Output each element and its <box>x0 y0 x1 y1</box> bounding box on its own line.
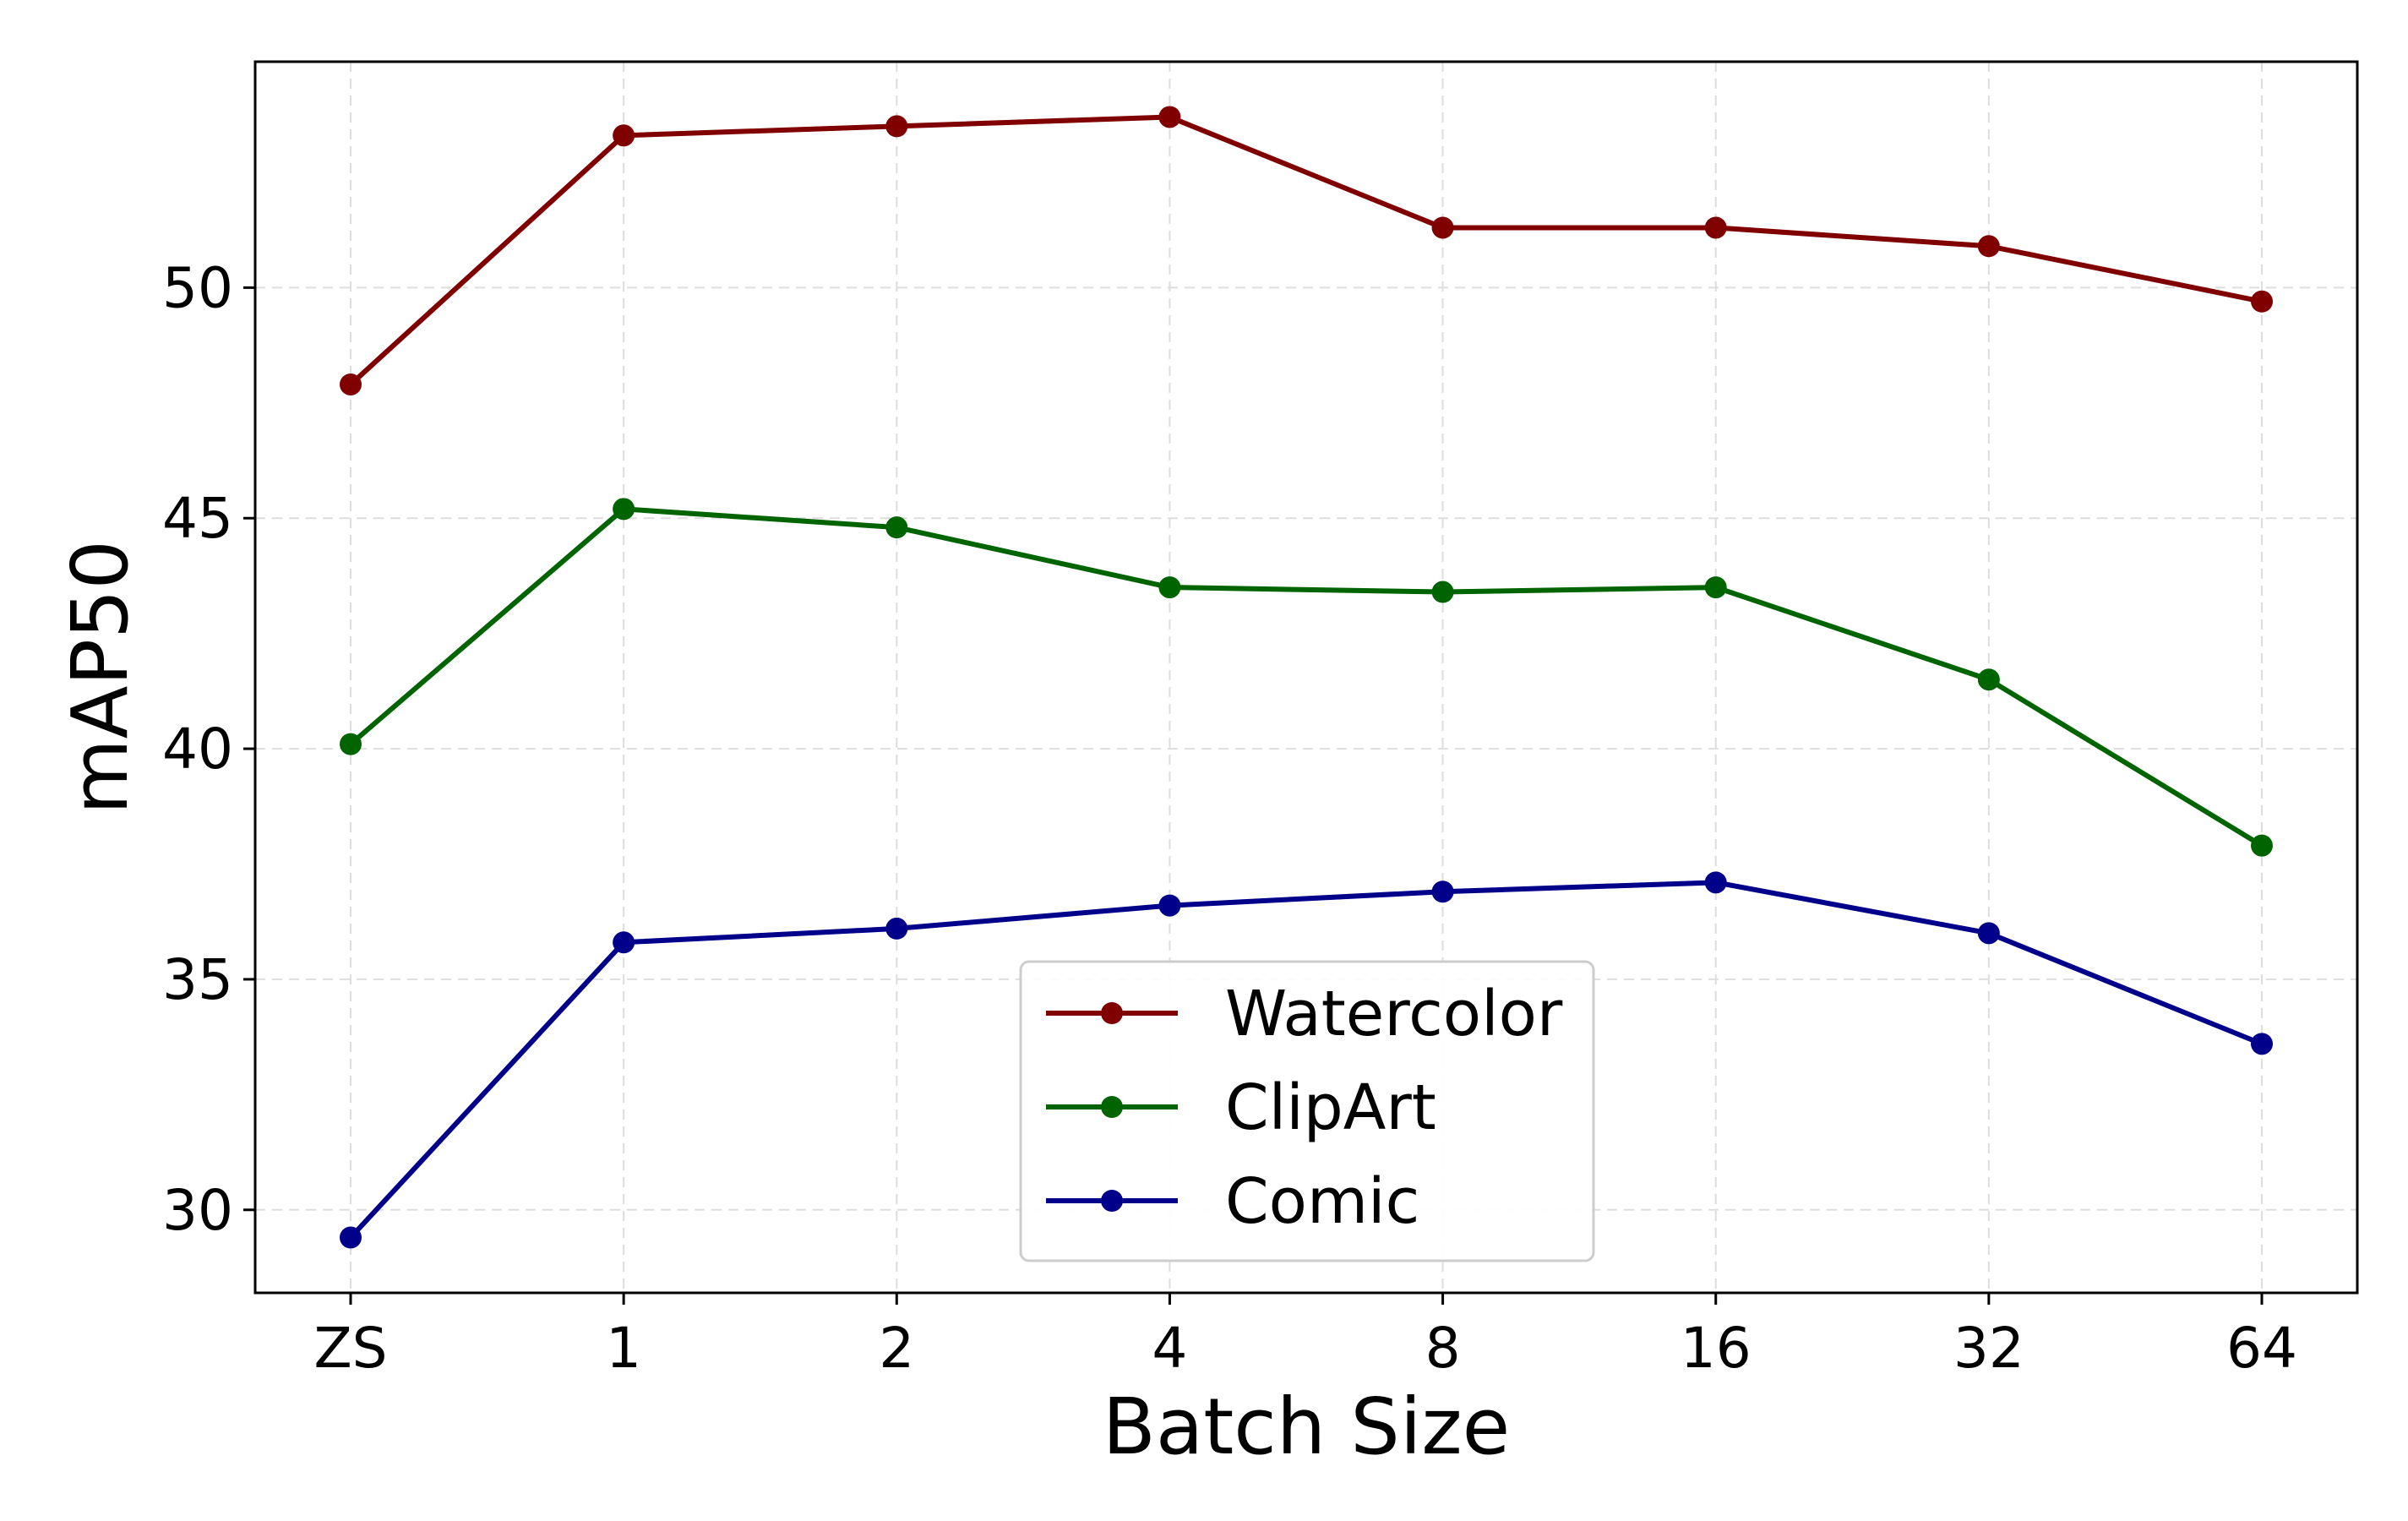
legend-marker-clipart <box>1101 1096 1123 1118</box>
legend-label-watercolor: Watercolor <box>1225 978 1563 1050</box>
data-point-watercolor <box>1704 216 1727 239</box>
y-tick-label: 35 <box>162 947 233 1012</box>
x-tick-label: ZS <box>313 1316 387 1381</box>
data-point-comic <box>340 1226 362 1249</box>
x-axis-label: Batch Size <box>1103 1382 1511 1472</box>
data-point-clipart <box>1977 668 2000 691</box>
data-point-clipart <box>1431 581 1454 603</box>
y-tick-label: 40 <box>162 717 233 782</box>
x-tick-label: 2 <box>879 1316 914 1381</box>
data-point-clipart <box>885 516 908 539</box>
data-point-watercolor <box>2251 290 2273 313</box>
legend-box <box>1019 960 1595 1262</box>
data-point-clipart <box>1158 576 1181 599</box>
legend-label-clipart: ClipArt <box>1225 1071 1436 1144</box>
data-point-watercolor <box>1977 235 2000 258</box>
data-point-watercolor <box>1431 216 1454 239</box>
data-point-comic <box>2251 1033 2273 1055</box>
x-tick-label: 16 <box>1681 1316 1752 1381</box>
data-point-watercolor <box>613 124 635 147</box>
y-tick-label: 45 <box>162 486 233 551</box>
data-point-clipart <box>340 733 362 755</box>
plot-frame <box>253 60 2359 1295</box>
data-point-comic <box>613 931 635 954</box>
legend-marker-watercolor <box>1101 1002 1123 1024</box>
legend-label-comic: Comic <box>1225 1165 1419 1238</box>
y-tick-label: 50 <box>162 255 233 320</box>
data-point-watercolor <box>885 115 908 138</box>
data-point-watercolor <box>1158 106 1181 128</box>
x-tick-label: 32 <box>1953 1316 2024 1381</box>
data-point-watercolor <box>340 373 362 395</box>
legend-marker-comic <box>1101 1190 1123 1212</box>
legend: Watercolor ClipArt Comic <box>1019 960 1595 1262</box>
ticks: 30 35 40 45 50 ZS 1 2 4 8 16 32 64 <box>162 255 2297 1381</box>
data-point-comic <box>1977 922 2000 945</box>
series-line-clipart <box>349 506 2264 848</box>
data-point-clipart <box>1704 576 1727 599</box>
series-line-comic <box>348 880 2264 1240</box>
series-line-watercolor <box>348 114 2263 387</box>
x-tick-label: 4 <box>1152 1316 1187 1381</box>
series-layer <box>340 106 2273 1249</box>
data-point-clipart <box>2251 834 2273 857</box>
data-point-comic <box>1704 871 1727 894</box>
x-tick-label: 1 <box>606 1316 641 1381</box>
data-point-comic <box>885 917 908 940</box>
y-axis-label: mAP50 <box>55 540 145 815</box>
x-tick-label: 64 <box>2226 1316 2297 1381</box>
y-tick-label: 30 <box>162 1178 233 1243</box>
data-point-clipart <box>613 498 635 521</box>
x-tick-label: 8 <box>1425 1316 1461 1381</box>
data-point-comic <box>1158 894 1181 917</box>
data-point-comic <box>1431 880 1454 903</box>
